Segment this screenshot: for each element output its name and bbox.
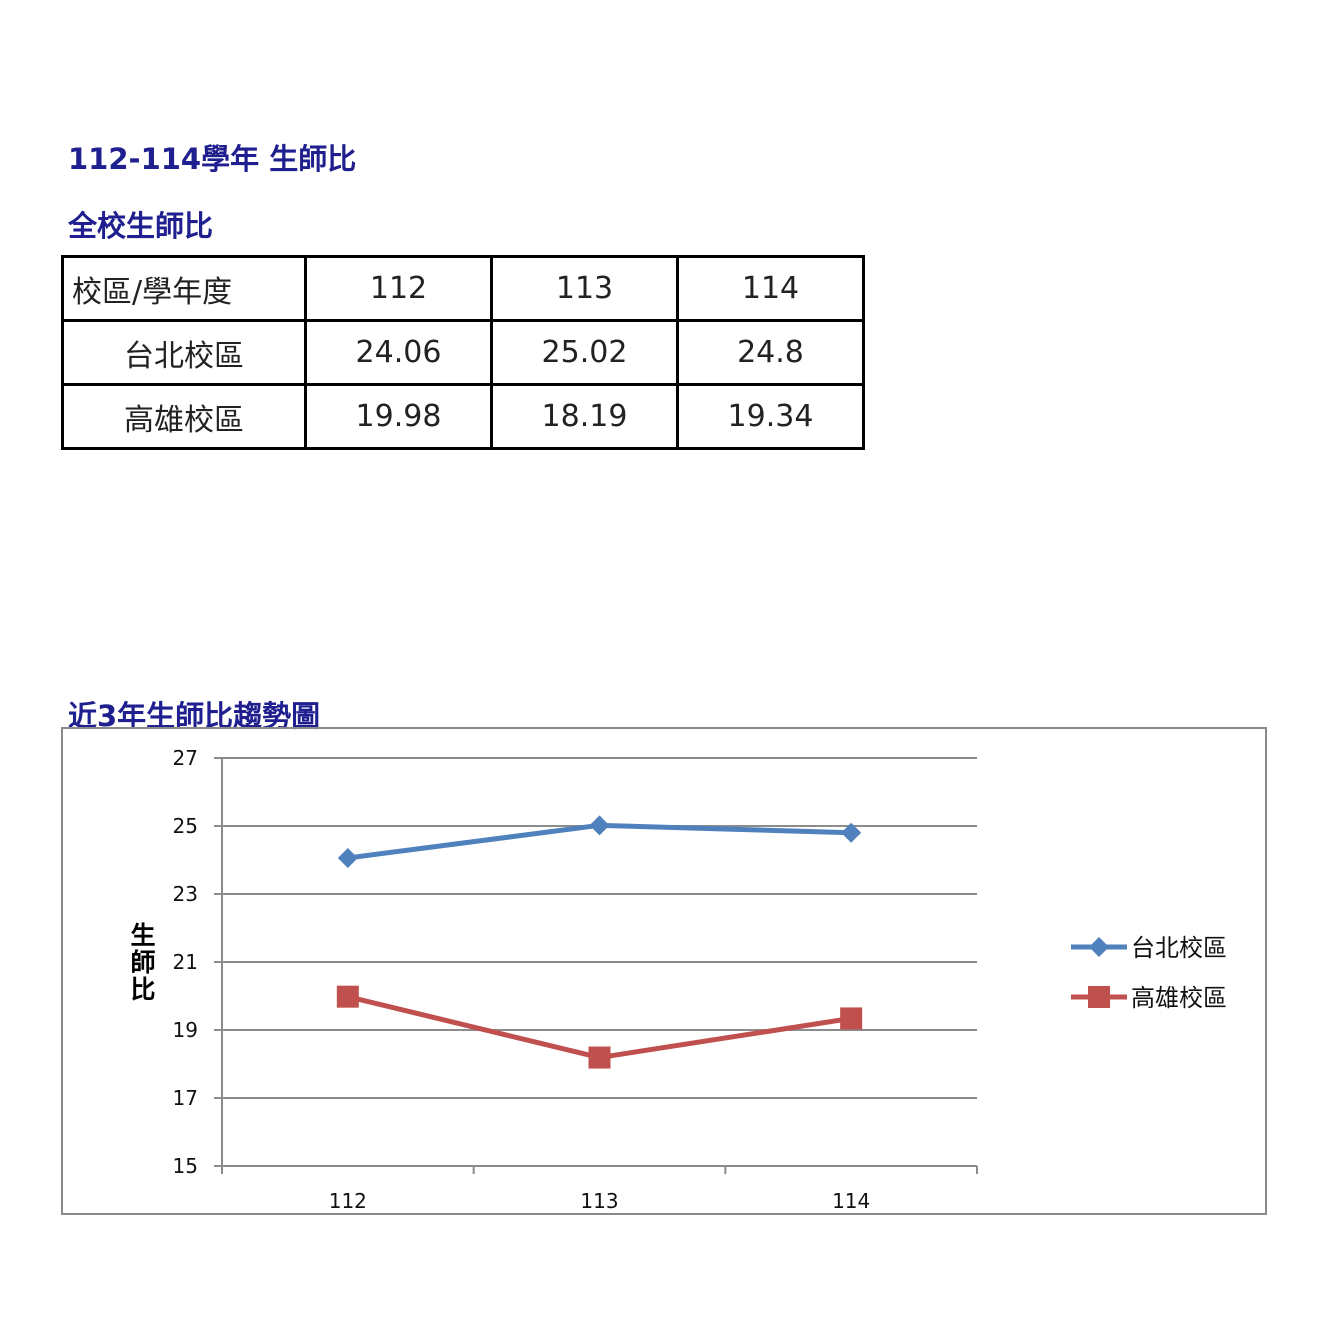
table-title: 全校生師比 (68, 209, 214, 243)
y-tick-label: 17 (173, 1086, 198, 1110)
table-cell: 台北校區 (61, 319, 307, 386)
table-cell: 19.98 (304, 383, 493, 450)
table-cell: 高雄校區 (61, 383, 307, 450)
y-tick-label: 27 (173, 746, 198, 770)
chart-frame: 15 17 19 21 23 25 27 112 113 114 生師比 台北校區高雄校區 (61, 727, 1267, 1215)
table-header-cell: 112 (304, 255, 493, 322)
data-point (336, 985, 359, 1008)
data-point (840, 1007, 863, 1030)
y-tick-label: 23 (173, 882, 198, 906)
table-cell: 24.8 (676, 319, 865, 386)
y-tick-label: 15 (173, 1154, 198, 1178)
table-header-row: 校區/學年度 112 113 114 (61, 255, 865, 322)
y-axis-label: 生師比 (130, 921, 155, 1004)
table-header-cell: 114 (676, 255, 865, 322)
legend-label: 高雄校區 (1131, 984, 1227, 1012)
table-row: 台北校區 24.06 25.02 24.8 (61, 319, 865, 386)
table-header-cell: 113 (490, 255, 679, 322)
x-tick-label: 113 (580, 1189, 618, 1213)
y-tick-label: 21 (173, 950, 198, 974)
legend-label: 台北校區 (1131, 934, 1227, 962)
data-point (841, 822, 862, 843)
legend-marker (1088, 986, 1110, 1008)
table-header-cell: 校區/學年度 (61, 255, 307, 322)
data-point (588, 1046, 611, 1069)
data-point (589, 815, 610, 836)
legend-marker (1089, 937, 1109, 957)
x-tick-label: 112 (329, 1189, 367, 1213)
table-cell: 19.34 (676, 383, 865, 450)
table-row: 高雄校區 19.98 18.19 19.34 (61, 383, 865, 450)
table-cell: 25.02 (490, 319, 679, 386)
ratio-table: 校區/學年度 112 113 114 台北校區 24.06 25.02 24.8… (61, 255, 865, 450)
table-cell: 24.06 (304, 319, 493, 386)
y-tick-label: 25 (173, 814, 198, 838)
x-tick-label: 114 (832, 1189, 870, 1213)
table-cell: 18.19 (490, 383, 679, 450)
page-title: 112-114學年 生師比 (68, 142, 357, 176)
data-point (337, 847, 358, 868)
y-tick-label: 19 (173, 1018, 198, 1042)
